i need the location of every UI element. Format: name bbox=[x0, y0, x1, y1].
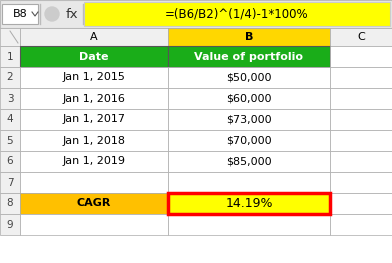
Text: 3: 3 bbox=[7, 94, 13, 104]
Bar bbox=[0, 130, 20, 151]
Text: Jan 1, 2016: Jan 1, 2016 bbox=[63, 94, 125, 104]
Bar bbox=[0, 0, 392, 28]
Text: 2: 2 bbox=[7, 73, 13, 83]
Bar bbox=[20, 214, 168, 235]
Text: Date: Date bbox=[79, 52, 109, 62]
Text: C: C bbox=[357, 32, 365, 42]
Text: =(B6/B2)^(1/4)-1*100%: =(B6/B2)^(1/4)-1*100% bbox=[165, 8, 309, 21]
Text: $85,000: $85,000 bbox=[226, 156, 272, 166]
Text: 6: 6 bbox=[7, 156, 13, 166]
Circle shape bbox=[45, 7, 59, 21]
Bar bbox=[0, 67, 20, 88]
Bar bbox=[168, 46, 330, 67]
Bar bbox=[20, 151, 168, 172]
Bar bbox=[168, 28, 330, 46]
Bar bbox=[0, 46, 20, 67]
Bar bbox=[330, 67, 392, 88]
Bar bbox=[330, 151, 392, 172]
Text: 8: 8 bbox=[7, 199, 13, 209]
Text: 14.19%: 14.19% bbox=[225, 197, 273, 210]
Bar bbox=[20, 193, 168, 214]
Bar bbox=[0, 88, 20, 109]
Text: 5: 5 bbox=[7, 135, 13, 145]
Bar bbox=[20, 109, 168, 130]
Text: 1: 1 bbox=[7, 52, 13, 62]
Text: 7: 7 bbox=[7, 178, 13, 188]
Text: A: A bbox=[90, 32, 98, 42]
Bar bbox=[168, 172, 330, 193]
Bar bbox=[20, 130, 168, 151]
Bar bbox=[168, 109, 330, 130]
Bar bbox=[330, 88, 392, 109]
Bar bbox=[330, 130, 392, 151]
Bar bbox=[168, 151, 330, 172]
Bar bbox=[330, 28, 392, 46]
Bar bbox=[330, 109, 392, 130]
Bar bbox=[330, 193, 392, 214]
Bar bbox=[168, 214, 330, 235]
Text: $73,000: $73,000 bbox=[226, 114, 272, 124]
Bar bbox=[0, 109, 20, 130]
Text: Jan 1, 2015: Jan 1, 2015 bbox=[63, 73, 125, 83]
Bar bbox=[168, 130, 330, 151]
Text: $60,000: $60,000 bbox=[226, 94, 272, 104]
Bar bbox=[0, 193, 20, 214]
Bar bbox=[330, 172, 392, 193]
Text: CAGR: CAGR bbox=[77, 199, 111, 209]
Text: Jan 1, 2019: Jan 1, 2019 bbox=[62, 156, 125, 166]
Bar bbox=[20, 67, 168, 88]
Text: B8: B8 bbox=[13, 9, 27, 19]
Text: B: B bbox=[245, 32, 253, 42]
Bar bbox=[0, 214, 20, 235]
Bar bbox=[0, 28, 20, 46]
Text: 4: 4 bbox=[7, 114, 13, 124]
Bar bbox=[20, 28, 168, 46]
Bar bbox=[84, 2, 390, 26]
Text: fx: fx bbox=[66, 8, 78, 21]
Bar bbox=[330, 46, 392, 67]
Bar bbox=[20, 88, 168, 109]
Bar bbox=[0, 172, 20, 193]
Bar bbox=[330, 214, 392, 235]
Text: $70,000: $70,000 bbox=[226, 135, 272, 145]
Bar bbox=[2, 4, 38, 24]
Text: Jan 1, 2018: Jan 1, 2018 bbox=[62, 135, 125, 145]
Bar bbox=[168, 67, 330, 88]
Bar bbox=[20, 46, 168, 67]
Bar bbox=[168, 193, 330, 214]
Bar bbox=[0, 151, 20, 172]
Bar bbox=[168, 88, 330, 109]
Bar bbox=[20, 172, 168, 193]
Text: 9: 9 bbox=[7, 220, 13, 230]
Text: Value of portfolio: Value of portfolio bbox=[194, 52, 303, 62]
Text: Jan 1, 2017: Jan 1, 2017 bbox=[62, 114, 125, 124]
Text: $50,000: $50,000 bbox=[226, 73, 272, 83]
